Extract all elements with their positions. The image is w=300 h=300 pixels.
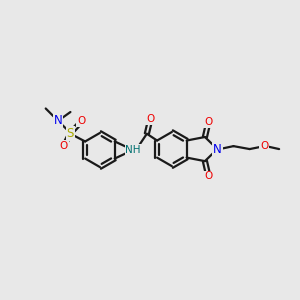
Text: O: O — [146, 114, 154, 124]
Text: O: O — [77, 116, 86, 126]
Text: S: S — [67, 127, 74, 140]
Text: O: O — [260, 140, 268, 151]
Text: N: N — [54, 114, 62, 127]
Text: O: O — [204, 172, 213, 182]
Text: N: N — [213, 142, 222, 156]
Text: NH: NH — [125, 145, 141, 155]
Text: O: O — [204, 117, 213, 127]
Text: O: O — [60, 141, 68, 151]
